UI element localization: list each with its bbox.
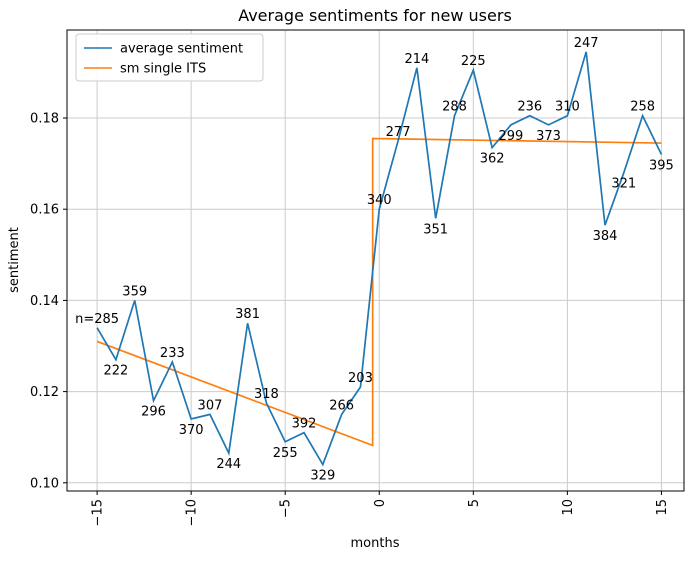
- legend: average sentiment sm single ITS: [75, 33, 264, 82]
- point-annotation: 203: [348, 371, 373, 386]
- y-tick-label: 0.12: [30, 385, 59, 400]
- x-tick-label: −10: [185, 499, 200, 526]
- x-tick-label: −5: [279, 499, 294, 518]
- point-annotation: 236: [517, 100, 542, 115]
- point-annotation: 340: [367, 193, 392, 208]
- x-axis-label: months: [351, 536, 400, 551]
- x-tick-label: 10: [561, 499, 576, 516]
- point-annotation: 321: [611, 177, 636, 192]
- line-average-sentiment: [96, 51, 663, 467]
- point-annotation: 247: [574, 36, 599, 51]
- point-annotation: 307: [198, 398, 223, 413]
- y-tick-label: 0.16: [30, 203, 59, 218]
- x-tick-label: −15: [91, 499, 106, 526]
- point-annotation: 318: [254, 387, 279, 402]
- point-annotation: 225: [461, 54, 486, 69]
- point-annotation: 288: [442, 100, 467, 115]
- y-tick-label: 0.10: [30, 476, 59, 491]
- point-annotation: 277: [386, 125, 411, 140]
- point-annotation: 395: [649, 158, 674, 173]
- point-annotation: 255: [273, 446, 298, 461]
- point-annotation: 214: [404, 52, 429, 67]
- y-tick-label: 0.18: [30, 112, 59, 127]
- point-annotation: 359: [122, 284, 147, 299]
- y-tick-label: 0.14: [30, 294, 59, 309]
- x-tick-label: 5: [467, 499, 482, 507]
- legend-label-average-sentiment: average sentiment: [120, 42, 243, 57]
- point-annotation: 392: [292, 417, 317, 432]
- point-annotation: 266: [329, 398, 354, 413]
- legend-box: [75, 33, 264, 82]
- y-axis-label: sentiment: [7, 227, 22, 293]
- point-annotation: 299: [499, 129, 524, 144]
- point-annotation: 362: [480, 152, 505, 167]
- point-annotation: 310: [555, 100, 580, 115]
- point-annotation: 370: [179, 423, 204, 438]
- point-annotation: 329: [310, 469, 335, 484]
- line-sm-single-its: [96, 137, 662, 447]
- plot-area: [67, 30, 684, 491]
- point-annotation: 244: [216, 457, 241, 472]
- point-annotation: 296: [141, 405, 166, 420]
- point-annotation: 381: [235, 307, 260, 322]
- point-annotation: 384: [593, 229, 618, 244]
- plot-frame: [66, 29, 685, 492]
- point-annotation: 258: [630, 100, 655, 115]
- point-annotation: 351: [423, 222, 448, 237]
- point-annotation: n=285: [75, 312, 119, 327]
- chart-title: Average sentiments for new users: [238, 6, 512, 25]
- legend-label-sm-single-its: sm single ITS: [120, 62, 206, 77]
- point-annotation: 222: [103, 364, 128, 379]
- x-tick-label: 15: [655, 499, 670, 516]
- point-annotation: 373: [536, 129, 561, 144]
- point-annotation: 233: [160, 346, 185, 361]
- x-tick-label: 0: [373, 499, 388, 507]
